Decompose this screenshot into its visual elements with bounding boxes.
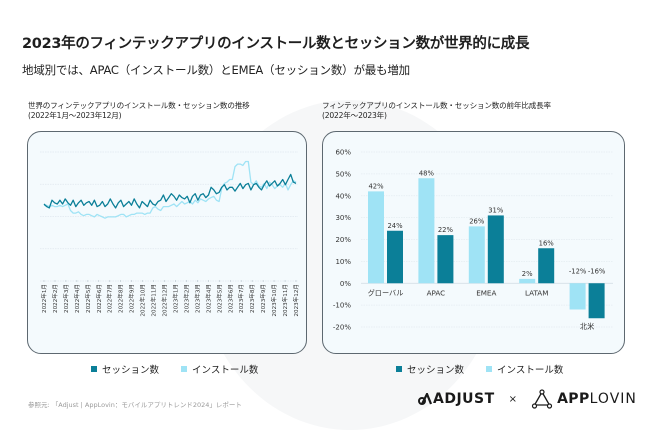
category-label: EMEA <box>476 288 496 297</box>
line-chart: 2022年1月 2022年2月 2022年3月 2022年4月 2022年5月 2022年… <box>40 151 300 317</box>
applovin-logo-bold: APP <box>557 391 590 407</box>
page-title: 2023年のフィンテックアプリのインストール数とセッション数が世界的に成長 <box>22 36 530 52</box>
x-tick-label: 2022年4月 <box>73 284 81 313</box>
y-tick-label: 0% <box>340 280 351 288</box>
bar-value-label: 31% <box>488 206 504 214</box>
legend-label-sessions: セッション数 <box>102 365 160 376</box>
category-label: APAC <box>427 288 446 297</box>
bar-chart-panel: 60% 50% 40% 30% 20% 10% 0% -10% -20% 42% 24% グローバル 4… <box>322 131 625 354</box>
bar-value-label: 26% <box>469 217 485 225</box>
x-tick-label: 2022年9月 <box>128 284 136 313</box>
x-tick-label: 2022年7月 <box>106 284 114 313</box>
x-tick-label: 2023年1月 <box>171 284 179 313</box>
bar-installs <box>569 283 586 310</box>
y-tick-label: -10% <box>333 302 351 310</box>
x-tick-label: 2022年12月 <box>161 284 169 317</box>
x-tick-label: 2023年10月 <box>270 284 278 317</box>
y-tick-label: 30% <box>335 214 351 222</box>
line-chart-legend: セッション数 インストール数 <box>91 362 258 376</box>
x-tick-label: 2022年8月 <box>117 284 125 313</box>
page-subtitle: 地域別では、APAC（インストール数）とEMEA（セッション数）が最も増加 <box>22 63 410 77</box>
bar-value-label: 42% <box>368 182 384 190</box>
y-tick-label: 10% <box>335 258 351 266</box>
x-tick-label: 2022年10月 <box>139 284 147 317</box>
series-line-installs <box>44 160 297 219</box>
category-label: グローバル <box>368 288 404 297</box>
adjust-mark-icon <box>418 393 432 405</box>
y-tick-label: 40% <box>335 192 351 200</box>
legend-item-installs: インストール数 <box>486 362 563 376</box>
category-label: LATAM <box>525 288 548 297</box>
x-tick-label: 2023年6月 <box>226 284 234 313</box>
bar-installs <box>368 191 384 284</box>
legend-label-installs: インストール数 <box>192 365 259 376</box>
x-tick-label: 2023年12月 <box>292 284 300 317</box>
x-tick-label: 2022年3月 <box>62 284 70 313</box>
bar-value-label: -16% <box>588 267 606 275</box>
bar-installs <box>519 278 536 284</box>
bar-installs <box>418 178 435 284</box>
bar-sessions <box>538 248 555 284</box>
x-tick-label: 2022年5月 <box>84 284 92 313</box>
x-tick-label: 2022年6月 <box>95 284 103 313</box>
category-label: 北米 <box>580 322 594 331</box>
bar-installs <box>468 226 485 284</box>
bar-value-label: 2% <box>522 270 533 278</box>
y-tick-label: 50% <box>335 170 351 178</box>
y-tick-label: -20% <box>333 324 351 332</box>
legend-label-sessions: セッション数 <box>407 365 465 376</box>
x-tick-label: 2023年2月 <box>182 284 190 313</box>
bar-value-label: 24% <box>387 222 403 230</box>
x-tick-label: 2023年5月 <box>215 284 223 313</box>
bar-chart-legend: セッション数 インストール数 <box>396 362 563 376</box>
applovin-triangle-icon <box>531 389 553 409</box>
line-chart-panel: 2022年1月 2022年2月 2022年3月 2022年4月 2022年5月 2022年… <box>27 131 307 354</box>
legend-swatch-installs <box>181 366 188 372</box>
line-chart-title: 世界のフィンテックアプリのインストール数・セッション数の推移 (2022年1月〜… <box>28 101 250 120</box>
x-tick-label: 2022年11月 <box>150 284 158 317</box>
x-tick-label: 2023年11月 <box>281 284 289 317</box>
legend-item-sessions: セッション数 <box>91 362 159 376</box>
x-tick-label: 2023年7月 <box>237 284 245 313</box>
bar-sessions <box>387 230 403 284</box>
bar-value-label: 16% <box>539 239 555 247</box>
applovin-logo: APPLOVIN <box>531 389 637 409</box>
adjust-logo: ADJUST <box>418 391 495 407</box>
x-tick-label: 2023年9月 <box>259 284 267 313</box>
series-line-sessions <box>43 173 297 209</box>
legend-label-installs: インストール数 <box>497 365 564 376</box>
bar-sessions <box>487 215 504 284</box>
x-tick-label: 2023年8月 <box>248 284 256 313</box>
x-tick-label: 2022年1月 <box>40 284 48 313</box>
y-tick-label: 20% <box>335 236 351 244</box>
bar-sessions <box>437 235 454 284</box>
x-tick-label: 2023年4月 <box>204 284 212 313</box>
legend-swatch-installs <box>486 366 493 372</box>
bar-sessions <box>588 283 605 319</box>
x-tick-label: 2023年3月 <box>193 284 201 313</box>
source-note: 参照元: 「Adjust | AppLovin：モバイルアプリトレンド2024」… <box>28 401 242 409</box>
y-tick-label: 60% <box>335 149 351 157</box>
legend-swatch-sessions <box>91 366 97 372</box>
collab-x: × <box>508 393 518 405</box>
legend-swatch-sessions <box>396 366 402 372</box>
bar-value-label: 22% <box>438 226 454 234</box>
partner-logos: ADJUST × APPLOVIN <box>418 389 637 409</box>
applovin-logo-light: LOVIN <box>589 391 637 407</box>
legend-item-installs: インストール数 <box>181 362 258 376</box>
bar-chart: 60% 50% 40% 30% 20% 10% 0% -10% -20% 42% 24% グローバル 4… <box>333 149 613 332</box>
legend-item-sessions: セッション数 <box>396 362 464 376</box>
adjust-logo-text: ADJUST <box>433 391 495 407</box>
x-tick-label: 2022年2月 <box>51 284 59 313</box>
bar-value-label: 48% <box>419 169 435 177</box>
bar-chart-title: フィンテックアプリのインストール数・セッション数の前年比成長率 (2022年〜2… <box>322 101 551 120</box>
bar-value-label: -12% <box>569 267 587 275</box>
